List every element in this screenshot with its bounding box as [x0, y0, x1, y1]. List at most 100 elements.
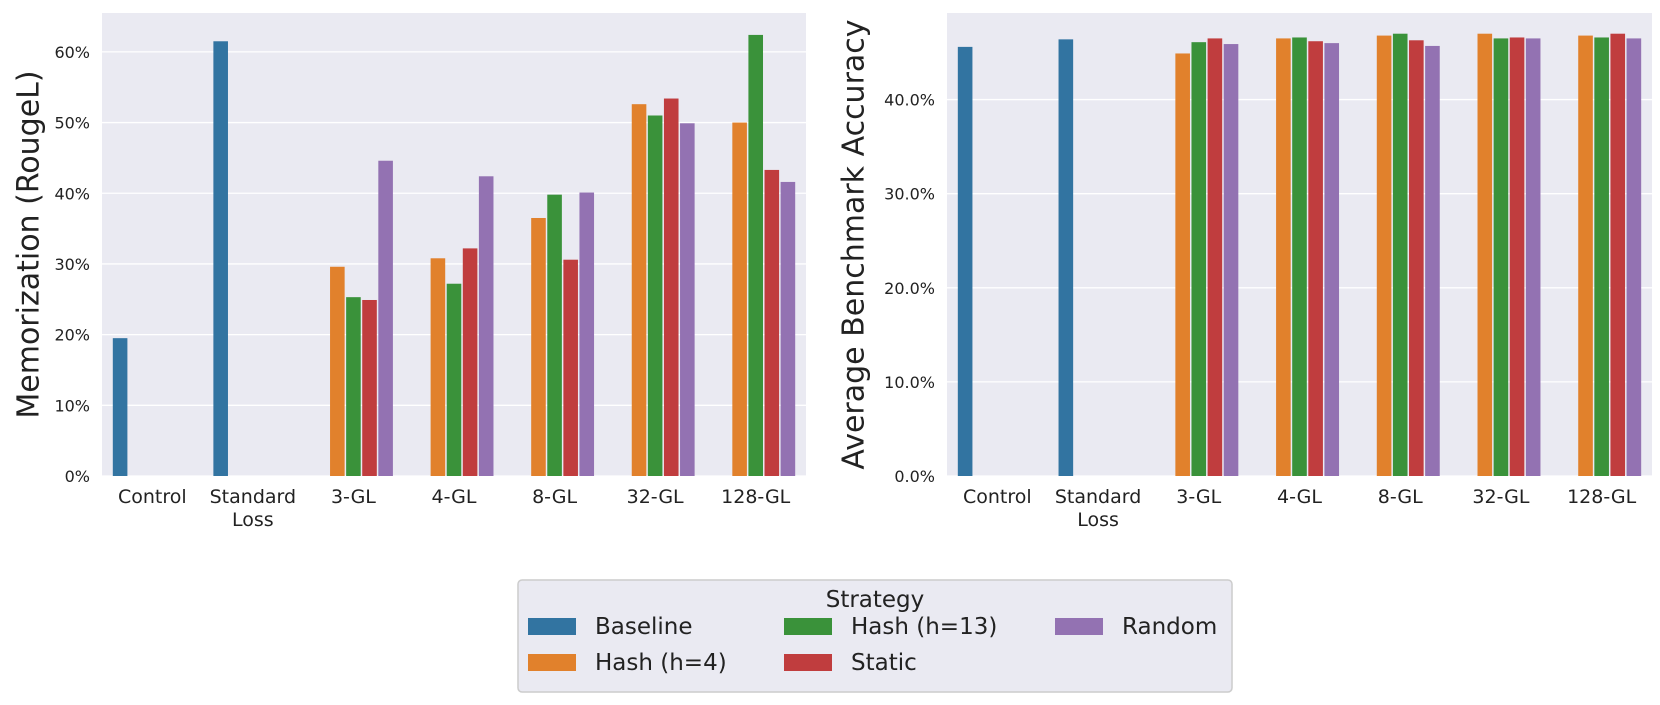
- bar-baseline: [213, 41, 228, 476]
- benchmark-accuracy-chart: 0.0% 10.0% 20.0% 30.0% 40.0% Control Standard L…: [837, 13, 1652, 531]
- category-label: 32-GL: [627, 486, 684, 508]
- category-label-line: 4-GL: [1277, 486, 1322, 508]
- bar-random: [1425, 45, 1440, 477]
- category-label-line: Loss: [1077, 509, 1119, 531]
- y-tick-label: 30%: [54, 255, 90, 274]
- bar-random: [1324, 43, 1340, 476]
- bar-static: [462, 248, 478, 476]
- bar-hash-h-13: [1594, 37, 1609, 477]
- bar-baseline: [1058, 39, 1074, 476]
- category-label: 3-GL: [1176, 486, 1221, 508]
- bar-hash-h-13: [1493, 38, 1509, 476]
- legend-label-hash-h-13: Hash (h=13): [851, 614, 997, 640]
- legend-entries: Baseline Hash (h=4) Hash (h=13) Static Rando…: [528, 614, 1217, 676]
- y-tick-label: 60%: [54, 43, 90, 62]
- legend-label-baseline: Baseline: [595, 614, 693, 640]
- category-label-line: 32-GL: [1472, 486, 1529, 508]
- bar-static: [663, 98, 679, 476]
- bar-hash-h-13: [1392, 33, 1408, 477]
- category-label-line: Control: [963, 486, 1032, 508]
- legend-box: [517, 579, 1233, 693]
- category-label: 4-GL: [1277, 486, 1322, 508]
- bar-static: [1207, 38, 1223, 476]
- legend-swatch-random: [1055, 618, 1103, 635]
- legend-title: Strategy: [826, 587, 925, 613]
- bar-hash-h-4: [1578, 35, 1593, 477]
- bar-baseline: [112, 338, 128, 476]
- legend-label-hash-h-4: Hash (h=4): [595, 650, 727, 676]
- y-tick-label: 20%: [54, 326, 90, 345]
- category-label-line: 4-GL: [432, 486, 477, 508]
- memorization-chart: 0% 10% 20% 30% 40% 50% 60% Control Standard Loss 3…: [12, 13, 806, 531]
- category-label: 8-GL: [1378, 486, 1423, 508]
- category-label: Control: [963, 486, 1032, 508]
- y-tick-label: 50%: [54, 114, 90, 133]
- bar-random: [378, 160, 393, 476]
- bar-hash-h-4: [430, 258, 446, 476]
- category-label: 32-GL: [1472, 486, 1529, 508]
- y-axis-label: Average Benchmark Accuracy: [837, 19, 872, 469]
- bar-hash-h-4: [1175, 53, 1190, 476]
- bar-hash-h-13: [1292, 37, 1307, 477]
- bar-hash-h-4: [1477, 33, 1493, 477]
- category-label-line: 128-GL: [721, 486, 791, 508]
- category-label: Control: [118, 486, 187, 508]
- bar-static: [563, 259, 578, 476]
- bar-hash-h-4: [531, 217, 546, 476]
- y-axis-label: Memorization (RougeL): [12, 70, 47, 418]
- legend-swatch-hash-h-4: [528, 654, 576, 671]
- bar-hash-h-13: [446, 283, 462, 476]
- bar-hash-h-4: [631, 104, 647, 477]
- bar-random: [1525, 38, 1541, 476]
- legend: Strategy Baseline Hash (h=4) Hash (h=13) St…: [517, 579, 1233, 693]
- category-label-line: 32-GL: [627, 486, 684, 508]
- bar-random: [478, 176, 494, 476]
- legend-swatch-baseline: [528, 618, 576, 635]
- category-label: 4-GL: [432, 486, 477, 508]
- category-label: 8-GL: [532, 486, 577, 508]
- category-label: 128-GL: [721, 486, 791, 508]
- category-label-line: 3-GL: [1176, 486, 1221, 508]
- legend-label-random: Random: [1122, 614, 1217, 640]
- bar-baseline: [957, 46, 973, 476]
- category-label-line: 8-GL: [532, 486, 577, 508]
- y-tick-label: 20.0%: [884, 279, 935, 298]
- legend-swatch-static: [784, 654, 832, 671]
- bar-random: [579, 192, 595, 476]
- y-tick-label: 0%: [65, 467, 90, 486]
- bar-hash-h-13: [748, 34, 764, 477]
- bar-hash-h-13: [547, 194, 562, 476]
- y-tick-label: 10.0%: [884, 373, 935, 392]
- category-label-line: Standard: [210, 486, 296, 508]
- y-tick-label: 40.0%: [884, 91, 935, 110]
- bar-hash-h-4: [1276, 38, 1291, 476]
- y-tick-label: 0.0%: [894, 467, 935, 486]
- category-label-line: 3-GL: [331, 486, 376, 508]
- bar-static: [1509, 37, 1525, 477]
- bar-hash-h-13: [647, 115, 663, 476]
- legend-swatch-hash-h-13: [784, 618, 832, 635]
- bar-hash-h-4: [1376, 35, 1392, 477]
- y-tick-label: 10%: [54, 396, 90, 415]
- bar-random: [780, 181, 796, 476]
- bar-hash-h-13: [346, 297, 361, 476]
- category-label-line: 128-GL: [1567, 486, 1637, 508]
- bar-static: [764, 169, 780, 477]
- category-label-line: 8-GL: [1378, 486, 1423, 508]
- bar-static: [1409, 40, 1424, 476]
- bar-static: [362, 299, 377, 476]
- legend-label-static: Static: [851, 650, 917, 676]
- bar-hash-h-4: [732, 122, 747, 477]
- bar-hash-h-4: [330, 266, 345, 476]
- category-label: Standard Loss: [210, 486, 296, 531]
- bar-static: [1610, 33, 1626, 477]
- bar-random: [1223, 44, 1239, 477]
- category-label: 3-GL: [331, 486, 376, 508]
- category-label-line: Control: [118, 486, 187, 508]
- bar-random: [680, 123, 695, 476]
- bar-hash-h-13: [1191, 42, 1207, 477]
- category-label-line: Loss: [232, 509, 274, 531]
- bar-random: [1626, 38, 1642, 476]
- category-label: 128-GL: [1567, 486, 1637, 508]
